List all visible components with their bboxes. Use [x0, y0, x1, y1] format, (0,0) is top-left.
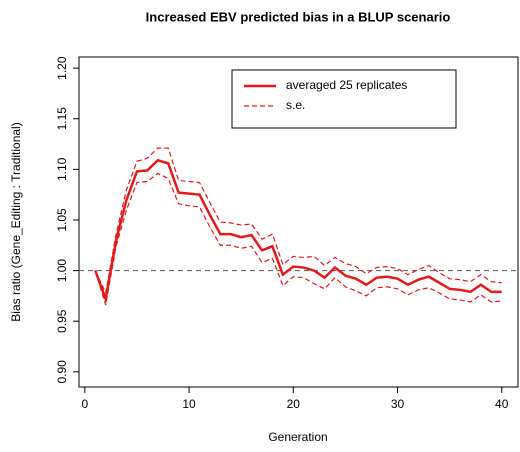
- x-tick-label: 30: [391, 397, 405, 411]
- x-tick-label: 0: [81, 397, 88, 411]
- chart-title: Increased EBV predicted bias in a BLUP s…: [146, 9, 451, 24]
- y-tick-label: 1.20: [55, 56, 69, 80]
- y-tick-label: 1.10: [55, 157, 69, 181]
- x-tick-label: 20: [287, 397, 301, 411]
- se-lower-line: [94, 172, 502, 306]
- x-tick-label: 10: [182, 397, 196, 411]
- x-axis-label: Generation: [268, 430, 327, 444]
- series-line: [94, 158, 502, 304]
- legend-label: averaged 25 replicates: [286, 78, 407, 92]
- y-tick-label: 0.90: [55, 360, 69, 384]
- legend-label: s.e.: [286, 98, 305, 112]
- se-upper-line: [94, 147, 502, 295]
- y-tick-label: 0.95: [55, 309, 69, 333]
- y-tick-label: 1.00: [55, 259, 69, 283]
- y-tick-label: 1.05: [55, 208, 69, 232]
- x-tick-label: 40: [495, 397, 509, 411]
- y-axis-label: Bias ratio (Gene_Editing : Traditional): [9, 122, 23, 321]
- y-tick-label: 1.15: [55, 107, 69, 131]
- legend-box: [231, 69, 457, 129]
